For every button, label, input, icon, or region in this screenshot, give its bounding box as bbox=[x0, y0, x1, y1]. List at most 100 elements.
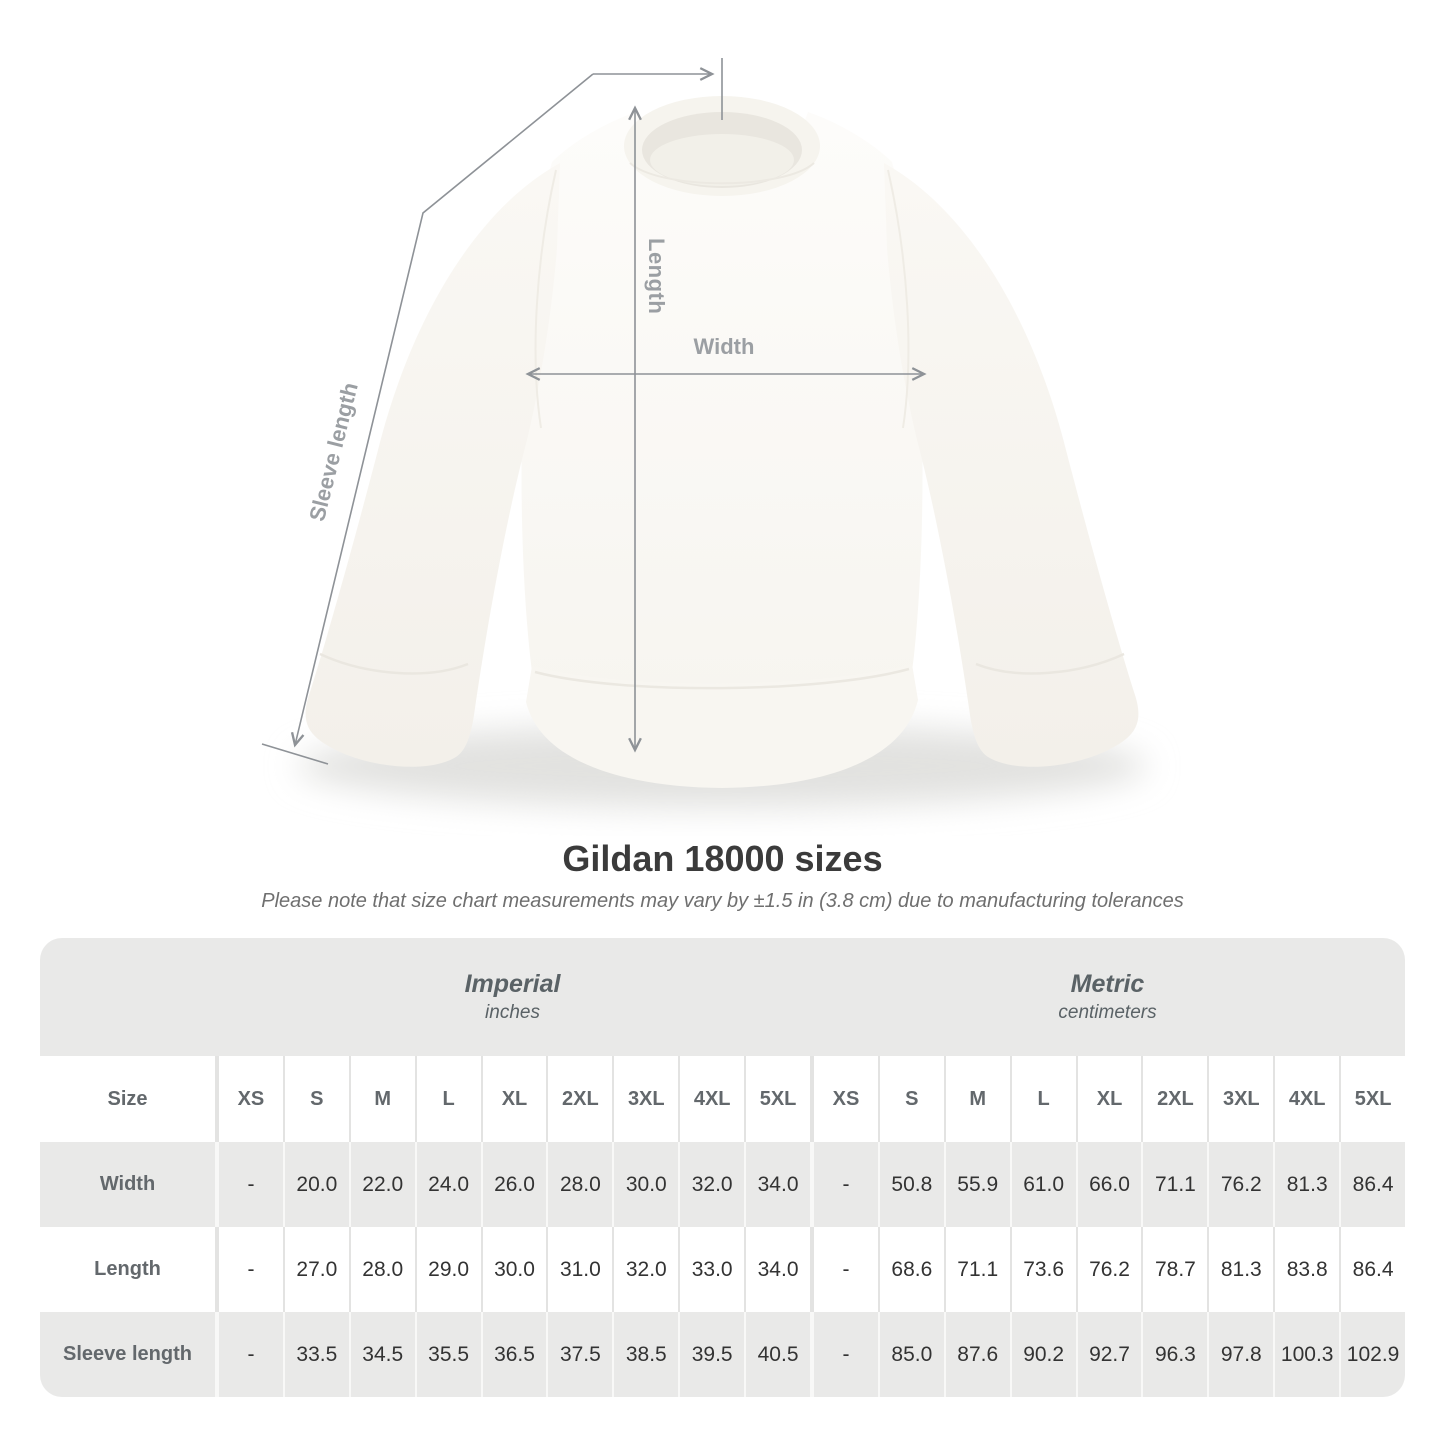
size-col-header: 5XL bbox=[1339, 1056, 1405, 1142]
table-cell: 34.0 bbox=[744, 1227, 810, 1312]
table-cell: - bbox=[215, 1142, 283, 1227]
size-col-header: XL bbox=[480, 1056, 547, 1142]
sleeve-length-arrow bbox=[290, 73, 594, 748]
table-cell: 35.5 bbox=[414, 1312, 481, 1397]
table-cell: 81.3 bbox=[1273, 1142, 1339, 1227]
size-col-header: 2XL bbox=[1141, 1056, 1207, 1142]
right-cuff-seam bbox=[975, 652, 1125, 675]
row-label: Width bbox=[99, 1173, 156, 1195]
width-label: Width bbox=[693, 334, 755, 359]
size-col-header: XL bbox=[1075, 1056, 1142, 1142]
table-row: Sleeve length -33.5 34.5 35.5 36.5 37.5 38.5 3… bbox=[40, 1312, 1405, 1397]
table-cell: 78.7 bbox=[1141, 1227, 1207, 1312]
sweatshirt-diagram bbox=[261, 58, 1147, 808]
table-cell: 32.0 bbox=[612, 1227, 678, 1312]
right-armhole-seam bbox=[887, 169, 910, 429]
table-cell: 96.3 bbox=[1141, 1312, 1207, 1397]
size-col-header: M bbox=[348, 1056, 415, 1142]
waistband-seam bbox=[534, 667, 910, 690]
table-cell: 86.4 bbox=[1339, 1227, 1405, 1312]
band-spacer bbox=[40, 938, 215, 1056]
page-title: Gildan 18000 sizes bbox=[562, 838, 883, 879]
table-cell: 86.4 bbox=[1339, 1142, 1405, 1227]
table-cell: 28.0 bbox=[546, 1142, 612, 1227]
table-cell: - bbox=[215, 1227, 283, 1312]
size-col-header: 3XL bbox=[612, 1056, 678, 1142]
table-cell: 30.0 bbox=[480, 1227, 547, 1312]
size-col-header: L bbox=[1009, 1056, 1076, 1142]
table-cell: 22.0 bbox=[348, 1142, 415, 1227]
size-col-header: 4XL bbox=[1273, 1056, 1339, 1142]
left-armhole-seam bbox=[534, 169, 557, 429]
table-cell: 90.2 bbox=[1009, 1312, 1076, 1397]
table-cell: 71.1 bbox=[943, 1227, 1010, 1312]
table-cell: 100.3 bbox=[1273, 1312, 1339, 1397]
measurement-diagram: Length Width Sleeve length bbox=[261, 58, 1147, 808]
unit-group-imperial: Imperial inches bbox=[215, 938, 810, 1056]
sweatshirt-body bbox=[521, 112, 923, 702]
size-col-header: L bbox=[414, 1056, 481, 1142]
collar-seam bbox=[629, 162, 815, 185]
table-cell: 26.0 bbox=[480, 1142, 547, 1227]
size-col-header: M bbox=[943, 1056, 1010, 1142]
table-cell: 92.7 bbox=[1075, 1312, 1142, 1397]
size-col-header: S bbox=[282, 1056, 349, 1142]
table-cell: 55.9 bbox=[943, 1142, 1010, 1227]
size-col-header: 4XL bbox=[678, 1056, 744, 1142]
unit-band: Imperial inches Metric centimeters bbox=[40, 938, 1405, 1056]
unit-group-metric: Metric centimeters bbox=[810, 938, 1405, 1056]
row-label: Sleeve length bbox=[63, 1343, 192, 1365]
table-cell: 36.5 bbox=[480, 1312, 547, 1397]
right-sleeve bbox=[884, 163, 1139, 767]
table-cell: 37.5 bbox=[546, 1312, 612, 1397]
unit-group-name: Metric bbox=[1070, 970, 1145, 998]
sleeve-cuff-tick bbox=[261, 743, 329, 765]
row-label: Length bbox=[94, 1258, 161, 1280]
tolerance-note: Please note that size chart measurements… bbox=[261, 890, 1184, 912]
table-cell: 66.0 bbox=[1075, 1142, 1142, 1227]
table-cell: 20.0 bbox=[282, 1142, 349, 1227]
table-cell: 83.8 bbox=[1273, 1227, 1339, 1312]
waistband bbox=[526, 664, 918, 788]
left-cuff-seam bbox=[319, 652, 469, 675]
table-cell: 73.6 bbox=[1009, 1227, 1076, 1312]
table-cell: 81.3 bbox=[1207, 1227, 1273, 1312]
size-col-header: 2XL bbox=[546, 1056, 612, 1142]
length-label: Length bbox=[644, 238, 669, 315]
table-cell: 97.8 bbox=[1207, 1312, 1273, 1397]
table-cell: 76.2 bbox=[1075, 1227, 1142, 1312]
table-cell: 28.0 bbox=[348, 1227, 415, 1312]
table-cell: 27.0 bbox=[282, 1227, 349, 1312]
collar-back-inside bbox=[650, 134, 794, 186]
table-cell: 76.2 bbox=[1207, 1142, 1273, 1227]
unit-group-unit: inches bbox=[485, 1002, 540, 1023]
table-cell: 32.0 bbox=[678, 1142, 744, 1227]
table-cell: 38.5 bbox=[612, 1312, 678, 1397]
table-cell: 34.0 bbox=[744, 1142, 810, 1227]
table-cell: 61.0 bbox=[1009, 1142, 1076, 1227]
table-cell: 33.5 bbox=[282, 1312, 349, 1397]
table-cell: - bbox=[810, 1227, 878, 1312]
table-cell: - bbox=[810, 1142, 878, 1227]
annotations bbox=[261, 58, 927, 765]
unit-group-unit: centimeters bbox=[1058, 1002, 1157, 1023]
left-sleeve bbox=[305, 163, 560, 767]
size-table: Imperial inches Metric centimeters Size … bbox=[40, 938, 1405, 1397]
size-col-header: XS bbox=[810, 1056, 878, 1142]
table-cell: 40.5 bbox=[744, 1312, 810, 1397]
table-cell: 31.0 bbox=[546, 1227, 612, 1312]
size-col-header: 3XL bbox=[1207, 1056, 1273, 1142]
table-cell: 68.6 bbox=[877, 1227, 944, 1312]
table-cell: - bbox=[215, 1312, 283, 1397]
table-cell: 102.9 bbox=[1339, 1312, 1405, 1397]
table-row: Length -27.0 28.0 29.0 30.0 31.0 32.0 33.0 34.0… bbox=[40, 1227, 1405, 1312]
table-cell: 34.5 bbox=[348, 1312, 415, 1397]
table-cell: 30.0 bbox=[612, 1142, 678, 1227]
table-cell: 71.1 bbox=[1141, 1142, 1207, 1227]
size-col-header: XS bbox=[215, 1056, 283, 1142]
size-col-header: 5XL bbox=[744, 1056, 810, 1142]
table-cell: 33.0 bbox=[678, 1227, 744, 1312]
table-cell: 50.8 bbox=[877, 1142, 944, 1227]
table-cell: - bbox=[810, 1312, 878, 1397]
